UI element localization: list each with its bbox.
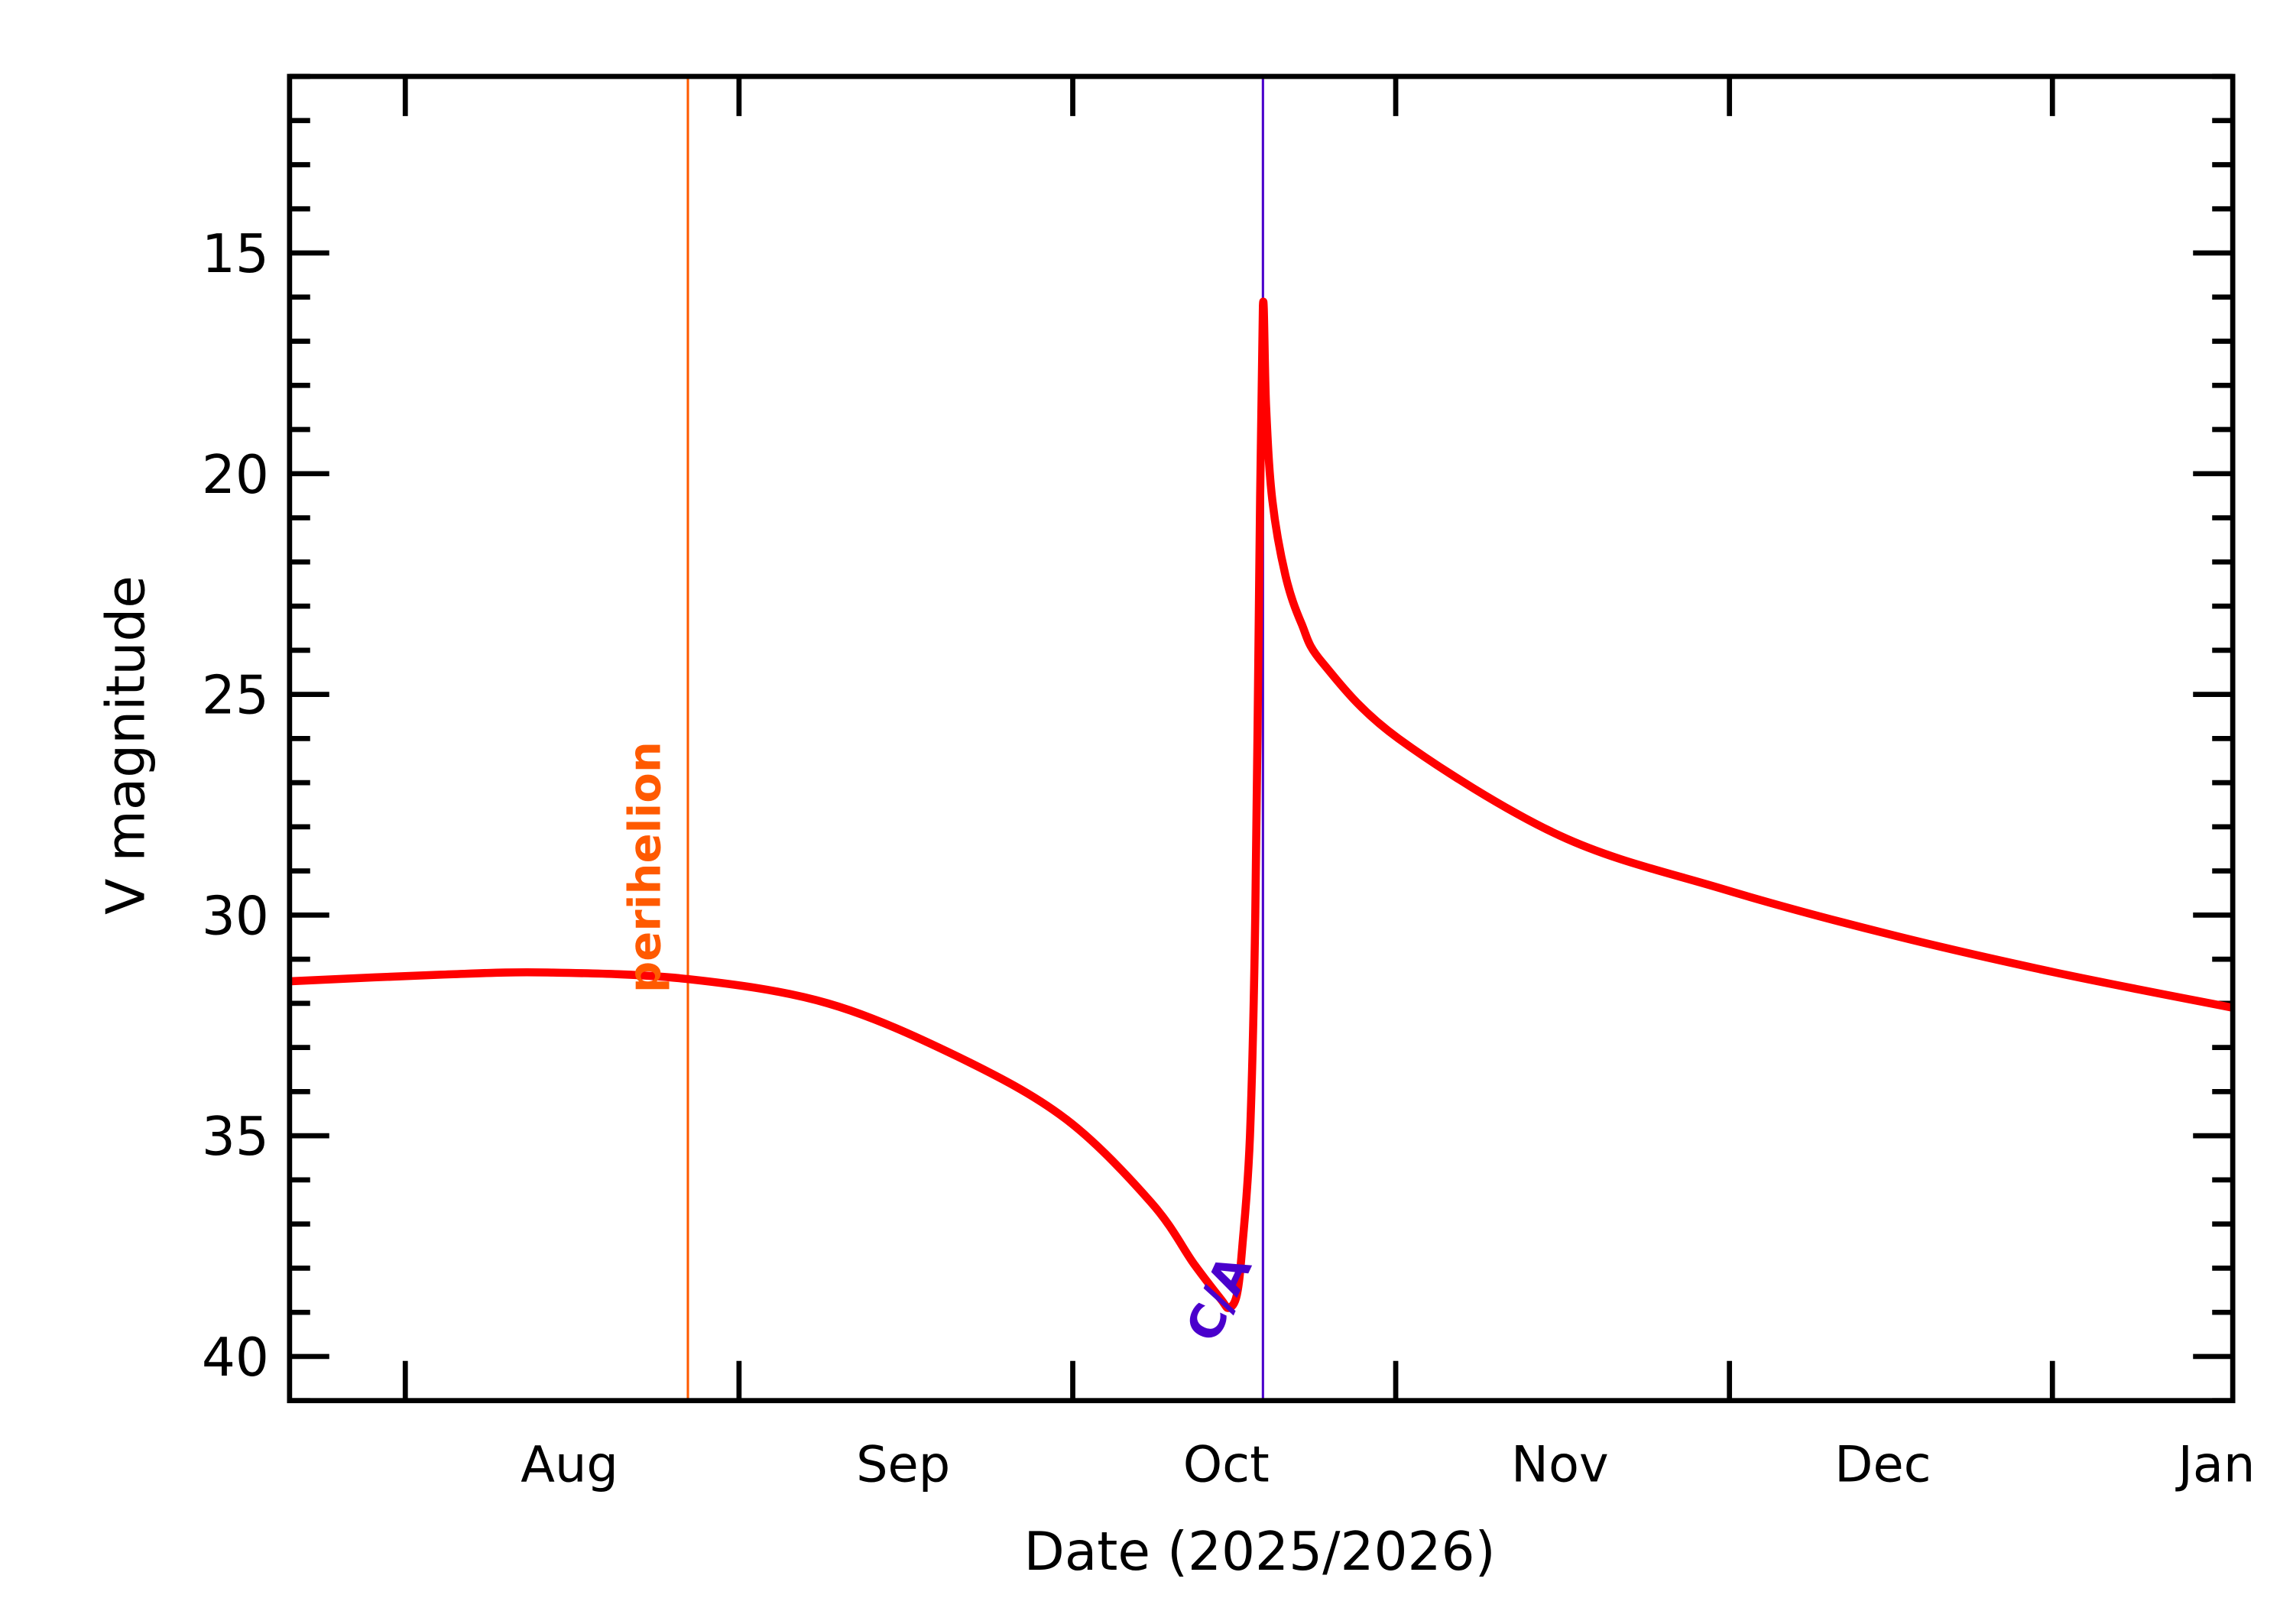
y-tick-label: 30 (202, 886, 269, 947)
magnitude-series-line (289, 297, 2234, 1312)
x-tick-label: Aug (521, 1435, 618, 1493)
y-axis-label: V magnitude (96, 575, 157, 915)
x-tick-label: Dec (1834, 1435, 1931, 1493)
y-tick-label: 25 (202, 666, 269, 727)
tick-labels: 15 20 25 30 35 40 Aug Sep Oct Nov Dec Jan perihelion… (202, 224, 2256, 1493)
annotation-lines (686, 76, 1264, 1401)
y-tick-label: 35 (202, 1107, 269, 1168)
x-tick-label: Oct (1183, 1435, 1270, 1493)
series-layer (289, 297, 2234, 1312)
x-tick-label: Sep (856, 1435, 950, 1493)
perihelion-label: perihelion (618, 741, 670, 993)
x-tick-label: Jan (2175, 1435, 2256, 1493)
x-axis-label: Date (2025/2026) (1024, 1522, 1496, 1583)
y-tick-label: 40 (202, 1327, 269, 1389)
plot-frame (287, 73, 2236, 1404)
y-tick-label: 15 (202, 224, 269, 285)
y-tick-label: 20 (202, 445, 269, 506)
x-tick-label: Nov (1511, 1435, 1609, 1493)
